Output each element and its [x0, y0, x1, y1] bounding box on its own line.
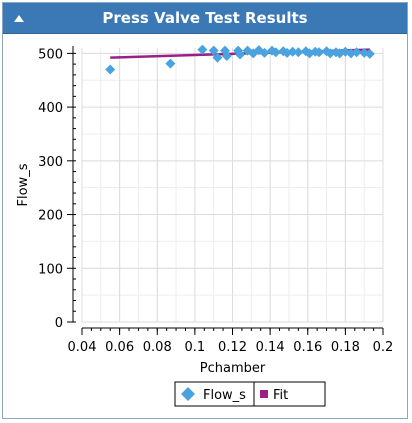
y-axis-label: Flow_s: [16, 163, 31, 206]
legend-flow-label: Flow_s: [203, 388, 246, 403]
data-point: [314, 47, 325, 58]
y-tick-label: 100: [38, 262, 63, 277]
x-tick-label: 0.12: [218, 340, 247, 355]
x-tick-label: 0.2: [373, 340, 394, 355]
data-point: [351, 47, 362, 58]
y-tick-label: 300: [38, 155, 63, 170]
x-tick-label: 0.08: [143, 340, 172, 355]
data-point: [235, 49, 246, 60]
data-point: [221, 51, 232, 62]
data-point: [165, 58, 176, 69]
y-tick-label: 0: [55, 316, 63, 331]
collapse-button[interactable]: [11, 11, 27, 25]
data-point: [197, 44, 208, 55]
x-tick-label: 0.06: [105, 340, 134, 355]
data-point: [287, 46, 298, 57]
data-point: [212, 52, 223, 63]
results-panel: Press Valve Test Results: [2, 2, 408, 419]
legend-box: [174, 381, 326, 407]
collapse-triangle-icon: [14, 14, 24, 22]
y-tick-label: 400: [38, 101, 63, 116]
y-tick-label: 200: [38, 209, 63, 224]
legend-fit-label: Fit: [273, 388, 288, 403]
data-point: [270, 47, 281, 58]
x-tick-label: 0.16: [293, 340, 322, 355]
x-axis-label: Pchamber: [200, 361, 266, 376]
data-point: [293, 47, 304, 58]
panel-titlebar: Press Valve Test Results: [3, 3, 407, 34]
legend-fit-icon: [260, 390, 268, 398]
data-point: [208, 45, 219, 56]
panel-title: Press Valve Test Results: [102, 9, 308, 27]
x-tick-label: 0.14: [256, 340, 285, 355]
data-point: [105, 64, 116, 75]
y-tick-label: 500: [38, 47, 63, 62]
data-point: [364, 48, 375, 59]
x-tick-label: 0.18: [331, 340, 360, 355]
x-tick-label: 0.04: [68, 340, 97, 355]
x-tick-label: 0.1: [185, 340, 206, 355]
data-point: [259, 47, 270, 58]
legend-flow-icon: [181, 387, 195, 401]
